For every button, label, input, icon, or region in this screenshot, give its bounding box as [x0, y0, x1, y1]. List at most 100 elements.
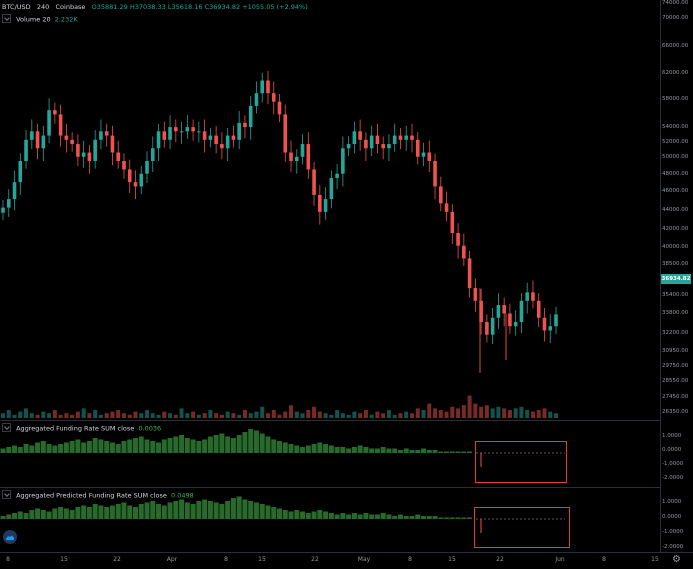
funding-bar [58, 444, 64, 453]
candle-body [64, 135, 69, 140]
pane-separator[interactable] [0, 487, 693, 488]
volume-bar [358, 413, 363, 418]
funding-bar [467, 517, 473, 519]
funding-bar [259, 433, 265, 453]
funding-bar [305, 445, 311, 453]
funding-bar [104, 441, 110, 453]
funding-bar [161, 505, 167, 519]
logo-icon[interactable] [3, 530, 17, 544]
volume-bar [427, 403, 432, 418]
price-tick-label: 50000.00 [662, 154, 689, 160]
funding-bar [144, 502, 150, 519]
candle-body [318, 194, 322, 212]
volume-bar [29, 413, 34, 418]
volume-bar [98, 414, 103, 418]
chevron-down-icon[interactable] [2, 423, 11, 432]
price-tick-label: 29750.00 [662, 363, 689, 369]
funding-bar [86, 507, 92, 519]
price-tick-label: 40000.00 [662, 244, 689, 250]
volume-bar [548, 411, 553, 418]
time-tick-label: 15 [60, 556, 68, 563]
funding-bar [29, 445, 35, 453]
funding-bar [403, 516, 409, 519]
funding-bar [63, 508, 69, 519]
candle-body [150, 148, 155, 161]
funding-bar [46, 511, 52, 519]
candle-body [133, 182, 138, 187]
candle-body [387, 144, 391, 149]
candle-body [179, 131, 184, 133]
symbol-exchange: Coinbase [55, 3, 86, 11]
funding-bar [374, 448, 380, 453]
candle-body [485, 321, 489, 335]
indicator1-legend[interactable]: Aggregated Funding Rate SUM close 0.0036 [2, 423, 162, 433]
volume-bar [507, 410, 512, 418]
candle-body [145, 160, 149, 174]
funding-bar [6, 514, 12, 519]
volume-name: Volume 20 [16, 15, 51, 24]
price-tick-label: 46000.00 [662, 188, 689, 194]
funding-bar [323, 444, 329, 453]
funding-bar [397, 514, 403, 519]
funding-bar [369, 514, 375, 519]
candle-body [104, 131, 109, 136]
chevron-down-icon[interactable] [2, 14, 11, 23]
volume-bar [225, 411, 230, 418]
time-tick-label: 8 [408, 556, 412, 563]
funding-bar [253, 430, 259, 453]
price-chart[interactable] [0, 0, 660, 420]
volume-bar [47, 413, 52, 418]
volume-bar [162, 411, 167, 418]
funding-bar [127, 439, 133, 453]
ohlc-change: +1055.05 (+2.94%) [242, 3, 308, 11]
volume-bar [530, 411, 535, 418]
funding-bar [409, 516, 415, 519]
candle-body [116, 152, 121, 161]
candle-body [548, 326, 553, 331]
candle-body [127, 169, 132, 183]
volume-bar [133, 411, 138, 418]
predicted-funding-pane[interactable] [0, 488, 660, 552]
funding-bar [317, 442, 323, 453]
time-tick-label: May [357, 556, 371, 563]
chevron-down-icon[interactable] [2, 490, 11, 499]
price-tick-label: 66000.00 [662, 43, 689, 49]
pane-separator[interactable] [0, 420, 693, 421]
symbol-pair[interactable]: BTC/USD [2, 3, 31, 11]
funding-bar [346, 514, 352, 519]
funding-bar [12, 445, 18, 453]
indicator2-legend[interactable]: Aggregated Predicted Funding Rate SUM cl… [2, 490, 194, 500]
funding-bar [225, 436, 231, 453]
volume-bar [260, 406, 265, 418]
candle-body [53, 110, 57, 115]
volume-bar [352, 411, 357, 418]
funding-bar [444, 517, 450, 519]
funding-bar [271, 507, 277, 519]
funding-bar [98, 439, 104, 453]
volume-legend[interactable]: Volume 20 2.232K [2, 14, 78, 24]
volume-bar [519, 406, 524, 418]
last-price-tag: 36934.82 [661, 274, 691, 284]
funding-bar [23, 513, 29, 519]
volume-bar [24, 408, 29, 418]
candle-body [415, 139, 420, 157]
candle-body [542, 317, 547, 331]
candle-body [375, 135, 380, 145]
funding-bar [288, 511, 294, 519]
volume-bar [363, 410, 368, 418]
price-tick-label: 44000.00 [662, 207, 689, 213]
indicator1-value: 0.0036 [138, 424, 162, 433]
indicator-tick-label: -1.0000 [662, 529, 684, 535]
funding-bar [455, 451, 461, 453]
settings-gear-icon[interactable]: ⚙ [672, 554, 681, 565]
funding-bar [230, 438, 236, 453]
funding-rate-pane[interactable] [0, 421, 660, 487]
candle-body [243, 122, 247, 128]
funding-bar [328, 513, 334, 519]
indicator-tick-label: -2.0000 [662, 544, 684, 550]
volume-bar [346, 414, 351, 418]
funding-bar [109, 505, 115, 519]
time-axis[interactable] [0, 552, 693, 569]
funding-bar [46, 444, 52, 453]
price-tick-label: 48000.00 [662, 171, 689, 177]
